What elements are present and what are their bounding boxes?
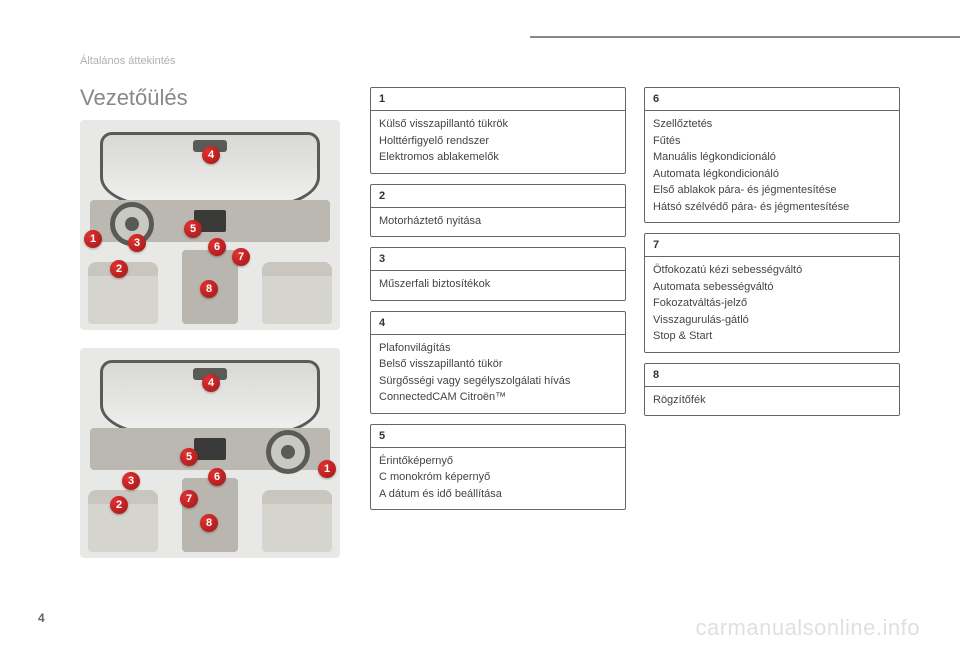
info-block-3: 3 Műszerfali biztosítékok xyxy=(370,247,626,301)
block-header: 2 xyxy=(371,185,625,208)
steering-wheel xyxy=(266,430,310,474)
badge-8: 8 xyxy=(200,514,218,532)
block-line: A dátum és idő beállítása xyxy=(379,486,617,503)
category-label: Általános áttekintés xyxy=(80,55,175,67)
block-line: Visszagurulás-gátló xyxy=(653,312,891,329)
block-line: Fokozatváltás-jelző xyxy=(653,295,891,312)
seat-right xyxy=(262,262,332,324)
block-line: Szellőztetés xyxy=(653,116,891,133)
info-block-8: 8 Rögzítőfék xyxy=(644,363,900,417)
badge-2: 2 xyxy=(110,260,128,278)
block-body: Ötfokozatú kézi sebességváltóAutomata se… xyxy=(645,257,899,352)
badge-2: 2 xyxy=(110,496,128,514)
block-line: ConnectedCAM Citroën™ xyxy=(379,389,617,406)
block-header: 3 xyxy=(371,248,625,271)
badge-3: 3 xyxy=(128,234,146,252)
block-header: 7 xyxy=(645,234,899,257)
block-body: PlafonvilágításBelső visszapillantó tükö… xyxy=(371,335,625,413)
block-line: Automata légkondicionáló xyxy=(653,166,891,183)
block-line: Elektromos ablakemelők xyxy=(379,149,617,166)
block-body: Műszerfali biztosítékok xyxy=(371,271,625,300)
block-header: 4 xyxy=(371,312,625,335)
block-body: SzellőztetésFűtésManuális légkondicionál… xyxy=(645,111,899,222)
badge-6: 6 xyxy=(208,468,226,486)
block-line: Manuális légkondicionáló xyxy=(653,149,891,166)
block-line: Műszerfali biztosítékok xyxy=(379,276,617,293)
badge-7: 7 xyxy=(180,490,198,508)
info-block-1: 1Külső visszapillantó tükrökHolttérfigye… xyxy=(370,87,626,174)
block-body: Motorháztető nyitása xyxy=(371,208,625,237)
info-block-7: 7Ötfokozatú kézi sebességváltóAutomata s… xyxy=(644,233,900,353)
info-block-5: 5ÉrintőképernyőC monokróm képernyőA dátu… xyxy=(370,424,626,511)
block-body: Külső visszapillantó tükrökHolttérfigyel… xyxy=(371,111,625,173)
block-line: Automata sebességváltó xyxy=(653,279,891,296)
page-number: 4 xyxy=(38,611,45,625)
watermark: carmanualsonline.info xyxy=(695,615,920,641)
block-line: Ötfokozatú kézi sebességváltó xyxy=(653,262,891,279)
page-title: Vezetőülés xyxy=(80,85,188,111)
block-line: Motorháztető nyitása xyxy=(379,213,617,230)
badge-7: 7 xyxy=(232,248,250,266)
block-header: 1 xyxy=(371,88,625,111)
info-columns: 1Külső visszapillantó tükrökHolttérfigye… xyxy=(370,87,900,619)
block-line: Belső visszapillantó tükör xyxy=(379,356,617,373)
seat-right xyxy=(262,490,332,552)
block-line: Érintőképernyő xyxy=(379,453,617,470)
block-body: ÉrintőképernyőC monokróm képernyőA dátum… xyxy=(371,448,625,510)
center-screen xyxy=(194,438,226,460)
block-line: Plafonvilágítás xyxy=(379,340,617,357)
diagram-rhd: 1 2 3 4 5 6 7 8 xyxy=(80,348,340,558)
block-line: Hátsó szélvédő pára- és jégmentesítése xyxy=(653,199,891,216)
header-rule xyxy=(530,36,960,38)
info-block-4: 4PlafonvilágításBelső visszapillantó tük… xyxy=(370,311,626,414)
badge-4: 4 xyxy=(202,374,220,392)
block-line: Holttérfigyelő rendszer xyxy=(379,133,617,150)
diagram-area: 1 2 3 4 5 6 7 8 1 2 3 4 5 6 7 xyxy=(80,120,360,576)
diagram-lhd: 1 2 3 4 5 6 7 8 xyxy=(80,120,340,330)
badge-1: 1 xyxy=(318,460,336,478)
block-line: Stop & Start xyxy=(653,328,891,345)
block-header: 5 xyxy=(371,425,625,448)
block-line: Fűtés xyxy=(653,133,891,150)
badge-5: 5 xyxy=(180,448,198,466)
block-line: C monokróm képernyő xyxy=(379,469,617,486)
info-block-2: 2 Motorháztető nyitása xyxy=(370,184,626,238)
block-line: Első ablakok pára- és jégmentesítése xyxy=(653,182,891,199)
block-line: Sürgősségi vagy segélyszolgálati hívás xyxy=(379,373,617,390)
badge-5: 5 xyxy=(184,220,202,238)
block-line: Külső visszapillantó tükrök xyxy=(379,116,617,133)
badge-4: 4 xyxy=(202,146,220,164)
info-block-6: 6SzellőztetésFűtésManuális légkondicioná… xyxy=(644,87,900,223)
block-header: 8 xyxy=(645,364,899,387)
badge-8: 8 xyxy=(200,280,218,298)
badge-1: 1 xyxy=(84,230,102,248)
block-body: Rögzítőfék xyxy=(645,387,899,416)
block-header: 6 xyxy=(645,88,899,111)
badge-6: 6 xyxy=(208,238,226,256)
badge-3: 3 xyxy=(122,472,140,490)
block-line: Rögzítőfék xyxy=(653,392,891,409)
